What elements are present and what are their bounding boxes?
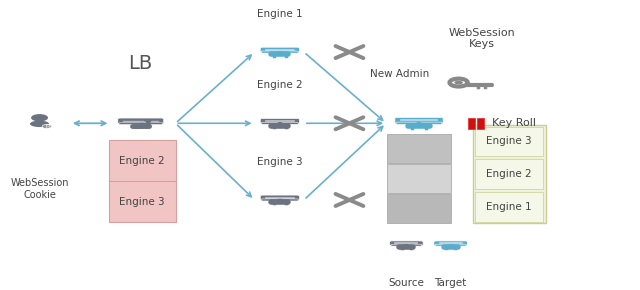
FancyBboxPatch shape [109,140,175,222]
Text: LB: LB [129,54,153,72]
FancyBboxPatch shape [476,160,543,189]
FancyBboxPatch shape [260,118,300,124]
Text: New Admin: New Admin [371,69,429,79]
FancyBboxPatch shape [260,47,300,52]
FancyBboxPatch shape [476,126,543,156]
FancyBboxPatch shape [473,125,545,223]
FancyBboxPatch shape [119,122,163,124]
FancyBboxPatch shape [260,195,300,200]
Text: WebSession
Keys: WebSession Keys [449,28,516,49]
FancyBboxPatch shape [391,244,422,246]
FancyBboxPatch shape [387,194,451,223]
Text: Engine 3: Engine 3 [257,157,303,167]
FancyBboxPatch shape [262,199,298,201]
Text: WebSession
Cookie: WebSession Cookie [10,178,68,200]
FancyBboxPatch shape [396,122,442,124]
Circle shape [31,114,48,122]
Ellipse shape [30,121,49,127]
Text: Target: Target [435,278,467,289]
Circle shape [454,81,463,84]
FancyBboxPatch shape [262,51,298,53]
FancyBboxPatch shape [476,192,543,222]
FancyBboxPatch shape [477,118,484,129]
FancyBboxPatch shape [435,244,466,246]
Text: Engine 3: Engine 3 [486,136,532,146]
Text: Engine 1: Engine 1 [257,9,303,19]
Text: Key Roll: Key Roll [492,118,536,128]
FancyBboxPatch shape [390,241,423,246]
Text: Engine 3: Engine 3 [120,197,165,207]
FancyBboxPatch shape [434,241,467,246]
Text: Engine 2: Engine 2 [486,169,532,179]
FancyBboxPatch shape [118,118,164,124]
Text: Source: Source [388,278,424,289]
Text: Engine 2: Engine 2 [120,156,165,166]
Text: Engine 2: Engine 2 [257,80,303,90]
Text: ⚙: ⚙ [44,124,50,130]
Text: Engine 1: Engine 1 [486,202,532,212]
FancyBboxPatch shape [262,122,298,124]
Circle shape [42,124,52,128]
FancyBboxPatch shape [395,117,443,124]
FancyBboxPatch shape [387,164,451,193]
FancyBboxPatch shape [468,118,475,129]
FancyBboxPatch shape [387,134,451,163]
